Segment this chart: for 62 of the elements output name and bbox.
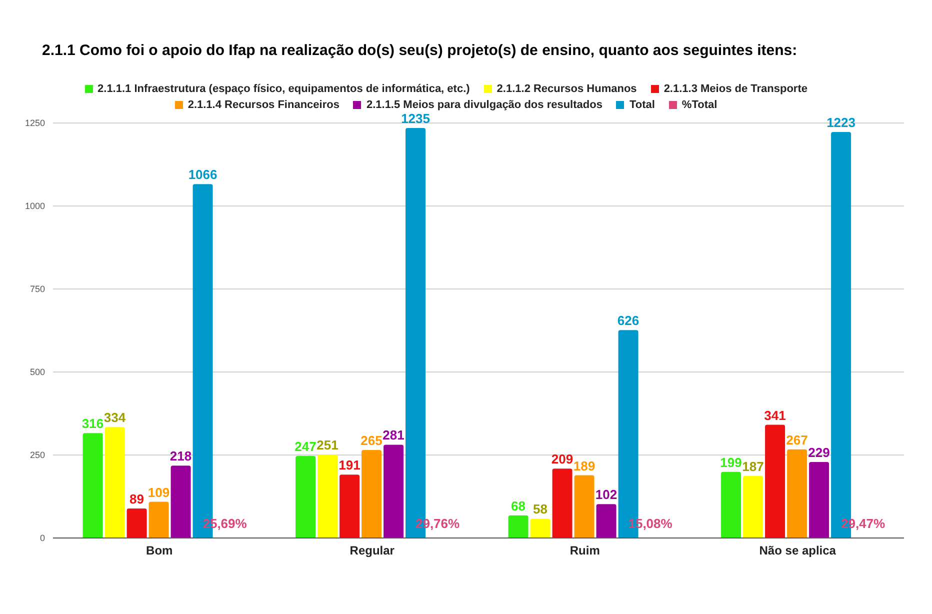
y-tick-label: 750 [30,284,45,294]
bar [82,433,103,538]
x-tick-label: Regular [350,544,395,558]
bar [765,424,786,538]
data-label: 191 [338,458,360,473]
bar [362,450,382,538]
y-tick-label: 1250 [24,118,45,128]
bar [148,502,169,538]
y-tick-label: 250 [30,450,45,460]
data-label: 199 [720,454,742,470]
bar [552,468,572,538]
data-label: 189 [573,458,596,474]
bar [787,449,808,538]
bar [104,427,125,538]
data-label: 1066 [188,167,218,182]
data-label: 187 [742,458,764,474]
data-label: 626 [617,313,640,328]
data-label: 316 [82,416,104,432]
bar [743,476,764,538]
legend-label: Total [628,99,655,111]
data-label: 281 [382,428,404,443]
chart-title: 2.1.1 Como foi o apoio do Ifap na realização do(s) seu(s) projeto(s) de ensino, quanto aos seguintes itens: [41,41,798,61]
bar [340,474,360,538]
data-label: 58 [533,502,548,517]
data-label: 89 [130,491,144,506]
data-label: 251 [316,438,338,453]
bar [596,504,616,538]
y-tick-label: 1000 [24,201,45,212]
data-label: 267 [786,432,808,448]
legend-label: 2.1.1.2 Recursos Humanos [496,83,637,95]
bar [721,472,742,538]
x-tick-label: Bom [146,544,173,558]
bar [809,462,830,538]
bar [296,456,316,538]
data-label: 109 [148,484,170,500]
bar [530,518,550,538]
data-label: 1235 [401,110,430,126]
bar [126,508,147,538]
bar [508,515,528,538]
data-label: 218 [170,448,192,464]
data-label: 1223 [826,114,856,130]
legend-label: %Total [680,99,718,111]
data-label: 247 [294,438,316,454]
data-label: 209 [551,452,574,467]
data-label: 265 [360,433,382,448]
bar [170,466,191,538]
y-tick-label: 500 [30,367,45,378]
bar [384,444,404,538]
data-label: 229 [808,444,830,460]
data-label: 102 [595,487,618,502]
legend-label: 2.1.1.4 Recursos Financeiros [186,99,340,111]
x-tick-label: Não se aplica [759,544,836,558]
legend-label: 2.1.1.1 Infraestrutura (espaço físico, equipamentos de informática, etc.) [96,83,470,95]
legend-label: 2.1.1.3 Meios de Transporte [662,83,808,95]
bar [318,454,338,538]
data-label: 68 [511,498,526,514]
x-tick-label: Ruim [570,544,600,558]
data-label: 341 [764,408,786,423]
bar [574,475,594,538]
legend-label: 2.1.1.5 Meios para divulgação dos resultados [365,99,602,111]
y-tick-label: 0 [40,533,45,544]
data-label: 334 [104,410,126,426]
